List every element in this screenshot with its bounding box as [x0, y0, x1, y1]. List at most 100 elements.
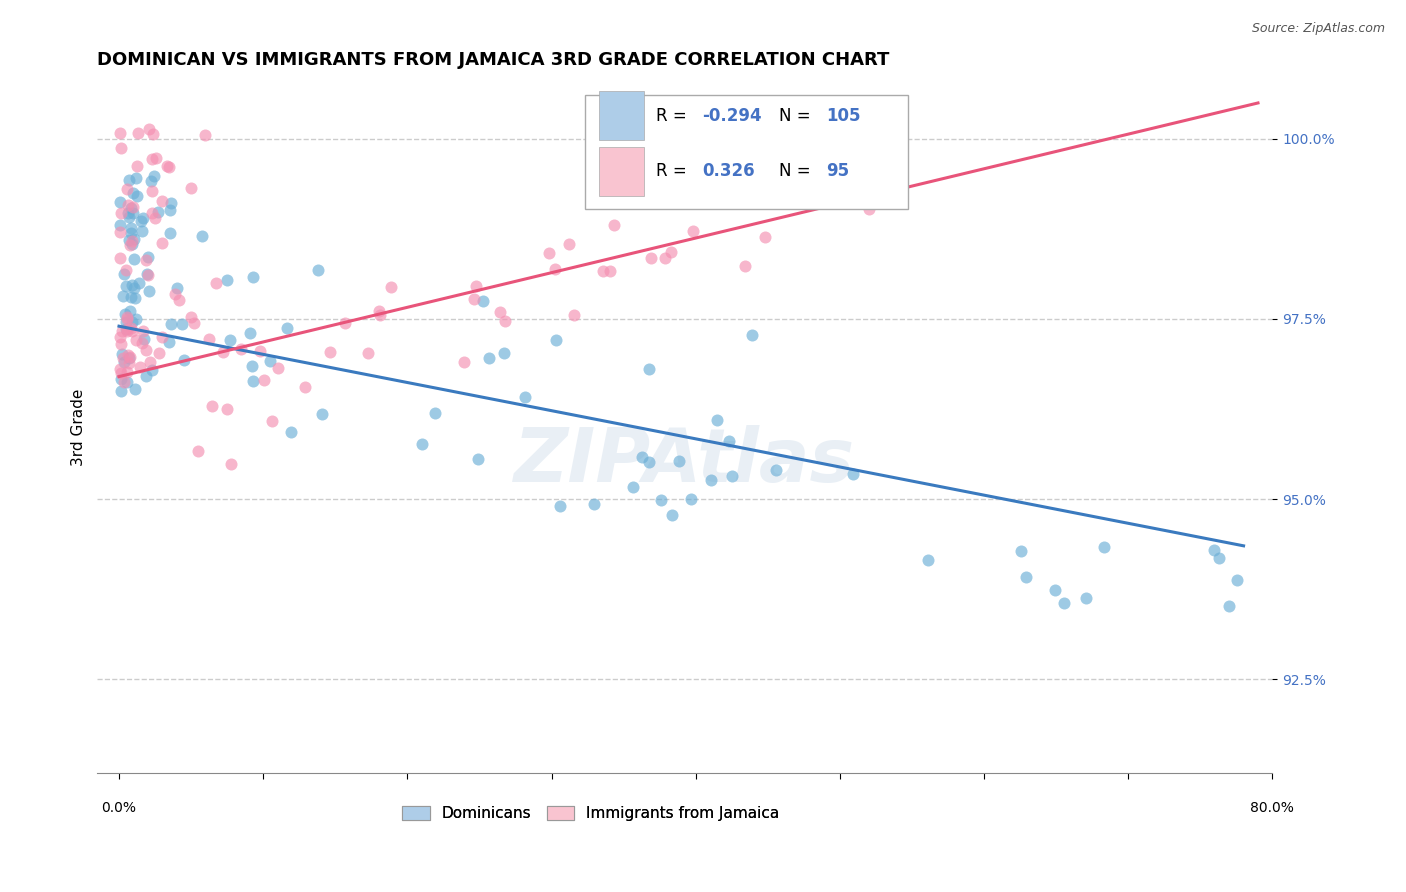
Text: DOMINICAN VS IMMIGRANTS FROM JAMAICA 3RD GRADE CORRELATION CHART: DOMINICAN VS IMMIGRANTS FROM JAMAICA 3RD… [97, 51, 890, 69]
Point [122, 252, 145, 266]
Point [124, 383, 146, 397]
Point [131, 224, 153, 238]
Text: 0.326: 0.326 [703, 162, 755, 180]
Point [180, 310, 202, 324]
Point [114, 315, 136, 329]
Point [167, 293, 190, 308]
Point [367, 304, 389, 318]
Point [467, 452, 489, 467]
Point [1045, 582, 1067, 597]
Text: -0.294: -0.294 [703, 106, 762, 125]
Point [472, 294, 495, 309]
Point [603, 218, 626, 232]
Point [127, 127, 149, 141]
Point [1074, 591, 1097, 605]
Point [190, 228, 212, 243]
Point [114, 307, 136, 321]
Point [132, 211, 155, 225]
Point [110, 141, 132, 155]
Point [118, 233, 141, 247]
Point [136, 268, 159, 282]
Point [110, 366, 132, 380]
Point [110, 362, 132, 376]
Point [131, 336, 153, 351]
Point [132, 332, 155, 346]
Point [122, 231, 145, 245]
Point [112, 375, 135, 389]
Point [139, 174, 162, 188]
Legend: Dominicans, Immigrants from Jamaica: Dominicans, Immigrants from Jamaica [396, 800, 786, 827]
Text: ZIPAtlas: ZIPAtlas [515, 425, 855, 498]
Point [135, 343, 157, 357]
Point [217, 273, 239, 287]
Point [211, 345, 233, 359]
Point [219, 333, 242, 347]
Point [112, 355, 135, 369]
Point [706, 413, 728, 427]
Point [280, 425, 302, 439]
Point [120, 226, 142, 240]
Point [239, 326, 262, 341]
Point [453, 355, 475, 369]
Point [150, 330, 173, 344]
Point [110, 330, 132, 344]
Point [121, 277, 143, 292]
Point [1092, 541, 1115, 555]
Point [110, 205, 132, 219]
Text: Source: ZipAtlas.com: Source: ZipAtlas.com [1251, 22, 1385, 36]
Point [682, 224, 704, 238]
Point [165, 286, 187, 301]
Point [117, 324, 139, 338]
Point [122, 281, 145, 295]
Point [201, 399, 224, 413]
Point [148, 346, 170, 360]
Point [150, 235, 173, 250]
Point [125, 311, 148, 326]
Point [187, 443, 209, 458]
Point [128, 360, 150, 375]
Point [115, 310, 138, 324]
Point [141, 184, 163, 198]
Point [333, 316, 356, 330]
Point [668, 454, 690, 468]
Point [1218, 599, 1240, 614]
Point [557, 237, 579, 252]
Point [592, 264, 614, 278]
Point [112, 288, 135, 302]
Point [294, 379, 316, 393]
Point [240, 359, 263, 373]
Point [117, 198, 139, 212]
Point [143, 211, 166, 225]
Point [242, 269, 264, 284]
Point [157, 334, 180, 349]
Point [111, 324, 134, 338]
Text: N =: N = [779, 106, 810, 125]
Point [118, 173, 141, 187]
Point [156, 159, 179, 173]
Point [115, 375, 138, 389]
Point [513, 390, 536, 404]
Point [121, 315, 143, 329]
Point [121, 206, 143, 220]
Point [319, 344, 342, 359]
Text: 0.0%: 0.0% [101, 800, 136, 814]
Point [129, 214, 152, 228]
Point [311, 407, 333, 421]
Point [136, 250, 159, 264]
Point [138, 284, 160, 298]
Point [120, 238, 142, 252]
Point [1010, 544, 1032, 558]
Point [115, 181, 138, 195]
Point [110, 372, 132, 386]
Point [917, 553, 939, 567]
Point [142, 128, 165, 142]
Text: 105: 105 [825, 106, 860, 125]
Point [267, 360, 290, 375]
Point [253, 373, 276, 387]
Point [125, 170, 148, 185]
Point [128, 276, 150, 290]
Point [141, 206, 163, 220]
Point [120, 221, 142, 235]
Point [464, 279, 486, 293]
Point [734, 259, 756, 273]
